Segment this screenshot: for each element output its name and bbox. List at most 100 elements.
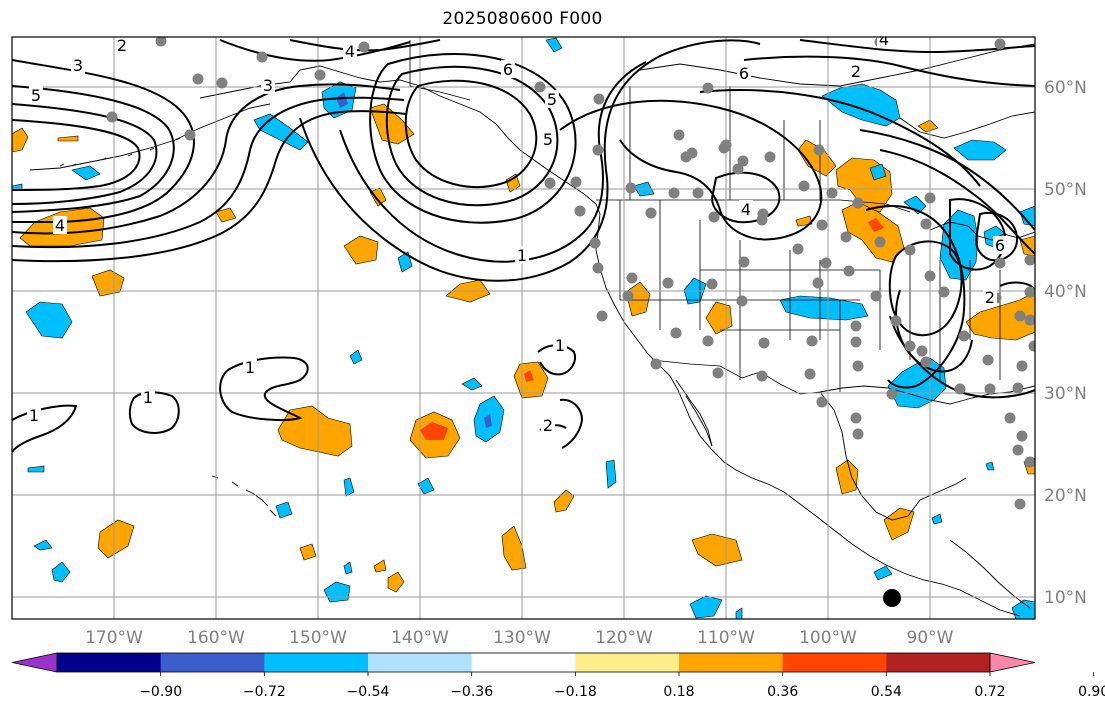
station-dot [1014, 310, 1026, 322]
station-dot [256, 51, 268, 63]
positive-anomaly [91, 269, 125, 297]
negative-anomaly [25, 301, 73, 339]
station-dot [920, 218, 932, 230]
station-dot [916, 345, 928, 357]
lon-tick-label: 170°W [85, 628, 143, 648]
contour-label-bg [515, 246, 529, 264]
map-frame [11, 36, 1036, 620]
station-dot [958, 330, 970, 342]
station-dot [534, 81, 546, 93]
contour-line [12, 85, 175, 213]
contour-label-bg [71, 56, 85, 74]
negative-anomaly [461, 377, 483, 391]
location-marker [883, 589, 901, 607]
negative-anomaly [605, 459, 617, 489]
positive-anomaly [501, 525, 527, 571]
colorbar-label: 0.72 [974, 684, 1005, 700]
lat-tick-label: 60°N [1044, 78, 1087, 98]
colorbar-swatch [782, 653, 887, 672]
negative-anomaly [1019, 205, 1035, 227]
contour-label: 2 [543, 416, 553, 435]
contour-label: 4 [55, 216, 65, 235]
colorbar-label: −0.54 [347, 684, 390, 700]
contour-label-bg [737, 64, 751, 82]
station-dot [756, 370, 768, 382]
station-dot [954, 383, 966, 395]
contour-line [710, 171, 781, 224]
station-dot [184, 129, 196, 141]
contour-label-bg [739, 200, 753, 218]
station-dot [718, 142, 730, 154]
station-dot [813, 144, 825, 156]
station-dot [106, 111, 118, 123]
station-dot [816, 219, 828, 231]
contour-label: 5 [543, 130, 553, 149]
station-dot [593, 93, 605, 105]
station-dot [1016, 430, 1028, 442]
colorbar-swatch [160, 653, 265, 672]
station-dot [645, 207, 657, 219]
colorbar-frame [56, 652, 991, 673]
station-dot [662, 277, 674, 289]
colorbar-label: −0.72 [243, 684, 286, 700]
negative-anomaly [545, 37, 563, 53]
station-dot [732, 163, 744, 175]
positive-anomaly [917, 119, 939, 133]
negative-anomaly [869, 163, 887, 181]
station-dot [192, 73, 204, 85]
station-dot [544, 177, 556, 189]
contour-label: 6 [995, 236, 1005, 255]
colorbar-swatch [264, 653, 369, 672]
negative-anomaly [343, 561, 353, 575]
station-dot [758, 337, 770, 349]
contour-line [974, 212, 1018, 262]
station-dot [314, 69, 326, 81]
station-dot [592, 262, 604, 274]
contour-label-bg [261, 76, 275, 94]
station-markers [106, 37, 1035, 510]
station-dot [904, 244, 916, 256]
negative-anomaly [343, 477, 355, 497]
station-dot [804, 368, 816, 380]
contour-label-bg [553, 336, 567, 354]
longitude-axis: 170°W 160°W 150°W 140°W 130°W 120°W 110°W 100°W… [85, 628, 954, 648]
station-dot [692, 187, 704, 199]
lon-tick-label: 90°W [907, 628, 954, 648]
contour-label: 5 [31, 86, 41, 105]
station-dot [850, 320, 862, 332]
lon-tick-label: 150°W [289, 628, 347, 648]
station-dot [1014, 498, 1026, 510]
contour-line [289, 39, 441, 52]
station-dot [1024, 254, 1035, 266]
contour-label: 4 [741, 200, 751, 219]
negative-anomaly [27, 465, 45, 473]
contour-line [865, 205, 966, 389]
contour-label: 1 [143, 388, 153, 407]
gridlines [12, 37, 1035, 619]
contour-label: 3 [73, 56, 83, 75]
station-dot [756, 214, 768, 226]
lon-tick-label: 130°W [493, 628, 551, 648]
contour-label-bg [545, 90, 559, 108]
station-dot [870, 290, 882, 302]
negative-anomaly [985, 461, 995, 471]
lat-tick-label: 20°N [1044, 486, 1087, 506]
latitude-axis: 60°N 50°N 40°N 30°N 20°N 10°N [1044, 78, 1087, 608]
station-dot [1016, 360, 1028, 372]
positive-anomaly-core [420, 422, 448, 440]
station-dot [702, 335, 714, 347]
positive-anomaly [797, 139, 837, 177]
contour-label: 6 [739, 64, 749, 83]
contour-label-bg [983, 288, 997, 306]
station-dot [792, 243, 804, 255]
contour-line [12, 103, 158, 205]
lat-tick-label: 30°N [1044, 384, 1087, 404]
state-lines [619, 200, 1001, 392]
chart-title: 2025080600 F000 [442, 9, 603, 29]
border-us-mexico [651, 359, 821, 395]
contour-label-bg [243, 358, 257, 376]
station-dot [843, 265, 855, 277]
